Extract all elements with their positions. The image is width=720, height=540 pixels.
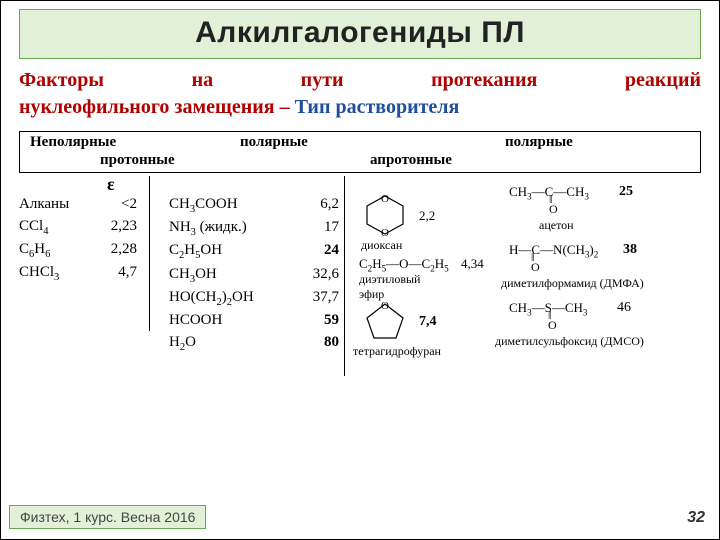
title-box: Алкилгалогениды ПЛ (19, 9, 701, 59)
epsilon-value: 32,6 (313, 264, 339, 287)
subtitle: Факторы на пути протекания реакций нукле… (19, 67, 701, 121)
epsilon-value: 59 (324, 310, 339, 332)
category-header: Неполярные полярные полярные протонные а… (19, 131, 701, 173)
svg-text:O: O (381, 227, 389, 238)
divider-1 (149, 176, 150, 331)
header-sub-aprotic: апротонные (370, 152, 452, 169)
table-row: CH3COOH 6,2 (169, 194, 339, 217)
thf-structure: O (359, 298, 411, 342)
epsilon-value: 2,23 (111, 216, 137, 239)
aprotic-item: CH3—C—CH3 ‖O 25 ацетон (509, 184, 589, 202)
epsilon-value: 17 (324, 217, 339, 240)
solvent-label: диоксан (361, 238, 402, 253)
slide: Алкилгалогениды ПЛ Факторы на пути проте… (0, 0, 720, 540)
epsilon-value: 38 (623, 242, 637, 258)
epsilon-value: 24 (324, 240, 339, 263)
table-row: C2H5OH 24 (169, 240, 339, 263)
table-row: H2O 80 (169, 332, 339, 355)
solvent-name: CHCl3 (19, 262, 59, 285)
solvent-label: диметилформамид (ДМФА) (501, 276, 644, 291)
table-row: NH3 (жидк.) 17 (169, 217, 339, 240)
footer-box: Физтех, 1 курс. Весна 2016 (9, 505, 206, 529)
subtitle-line1: Факторы на пути протекания реакций (19, 69, 701, 91)
solvent-name: HO(CH2)2OH (169, 287, 254, 310)
epsilon-value: 4,34 (461, 256, 484, 272)
table-row: CHCl3 4,7 (19, 262, 149, 285)
table-row: CCl4 2,23 (19, 216, 149, 239)
aprotic-item: C2H5—O—C2H5 4,34 диэтиловый эфир (359, 256, 449, 274)
header-col-polar1: полярные (240, 134, 308, 151)
epsilon-value: 4,7 (118, 262, 137, 285)
table-row: CH3OH 32,6 (169, 264, 339, 287)
aprotic-item: CH3—S—CH3 ‖O 46 диметилсульфоксид (ДМСО) (509, 300, 587, 318)
solvent-name: HCOOH (169, 310, 222, 332)
solvent-label: ацетон (539, 218, 574, 233)
double-bond-o: ‖O (531, 253, 540, 272)
epsilon-value: 25 (619, 184, 633, 200)
table-row: C6H6 2,28 (19, 239, 149, 262)
epsilon-symbol: ε (107, 174, 115, 195)
solvent-name: Алканы (19, 194, 69, 216)
svg-text:O: O (381, 193, 389, 205)
dmf-formula: H—C—N(CH3)2 (509, 242, 598, 260)
aprotic-item: O 7,4 тетрагидрофуран (359, 298, 411, 346)
solvent-name: CH3OH (169, 264, 217, 287)
page-number: 32 (687, 509, 705, 527)
solvent-name: CH3COOH (169, 194, 238, 217)
data-area: ε Алканы <2 CCl4 2,23 C6H6 2,28 CHCl3 4,7 CH… (19, 176, 701, 489)
solvent-label: диметилсульфоксид (ДМСО) (495, 334, 644, 349)
svg-text:O: O (381, 300, 389, 312)
double-bond-o: ‖O (548, 311, 557, 330)
header-col-polar2: полярные (505, 134, 573, 151)
ether-formula: C2H5—O—C2H5 (359, 256, 449, 271)
header-sub-protic: протонные (100, 152, 175, 169)
solvent-label: тетрагидрофуран (353, 344, 441, 359)
header-col-nonpolar: Неполярные (30, 134, 116, 151)
dioxane-structure: O O (359, 192, 411, 238)
epsilon-value: <2 (121, 194, 137, 216)
nonpolar-column: Алканы <2 CCl4 2,23 C6H6 2,28 CHCl3 4,7 (19, 194, 149, 285)
epsilon-value: 7,4 (419, 314, 437, 330)
footer-text: Физтех, 1 курс. Весна 2016 (20, 509, 195, 525)
subtitle-line2: нуклеофильного замещения (19, 96, 275, 118)
solvent-name: CCl4 (19, 216, 48, 239)
solvent-name: H2O (169, 332, 196, 355)
aprotic-item: O O 2,2 диоксан (359, 192, 411, 242)
epsilon-value: 37,7 (313, 287, 339, 310)
epsilon-value: 46 (617, 300, 631, 316)
table-row: Алканы <2 (19, 194, 149, 216)
divider-2 (344, 176, 345, 376)
protic-column: CH3COOH 6,2 NH3 (жидк.) 17 C2H5OH 24 CH3OH 32,6… (169, 194, 339, 355)
solvent-name: C2H5OH (169, 240, 222, 263)
epsilon-value: 80 (324, 332, 339, 355)
solvent-name: C6H6 (19, 239, 50, 262)
aprotic-item: H—C—N(CH3)2 ‖O 38 диметилформамид (ДМФА) (509, 242, 598, 260)
epsilon-value: 6,2 (320, 194, 339, 217)
solvent-name: NH3 (жидк.) (169, 217, 247, 240)
table-row: HO(CH2)2OH 37,7 (169, 287, 339, 310)
subtitle-solvent-type: Тип растворителя (295, 96, 460, 118)
double-bond-o: ‖O (549, 195, 558, 214)
table-row: HCOOH 59 (169, 310, 339, 332)
page-title: Алкилгалогениды ПЛ (195, 16, 525, 49)
epsilon-value: 2,28 (111, 239, 137, 262)
subtitle-dash: – (275, 96, 295, 118)
epsilon-value: 2,2 (419, 208, 435, 224)
